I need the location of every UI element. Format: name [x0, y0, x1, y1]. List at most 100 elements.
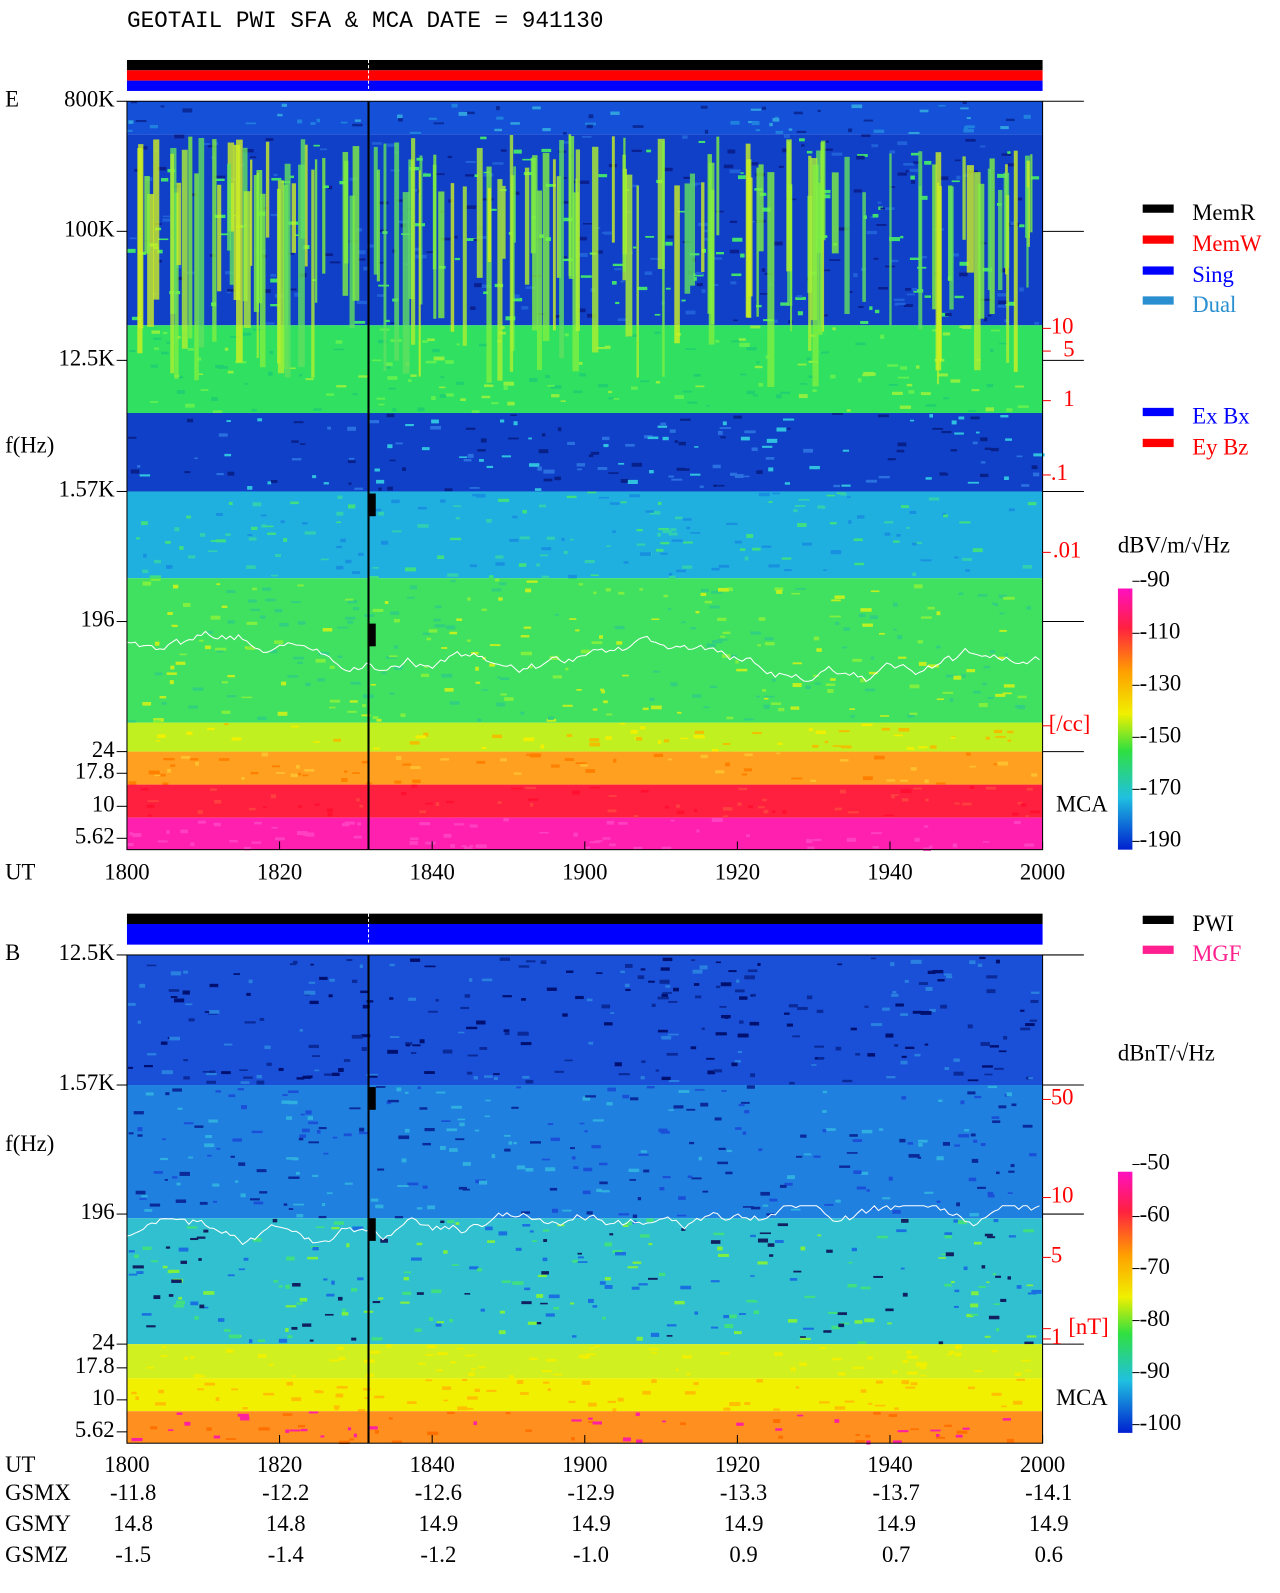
spectrogram-texture: [443, 1399, 448, 1402]
spectrogram-texture: [504, 1134, 511, 1137]
spectrogram-texture: [458, 1186, 467, 1190]
spectrogram-texture: [695, 995, 702, 999]
spectrogram-texture: [467, 597, 471, 601]
spectrogram-texture: [424, 1127, 435, 1132]
spectrogram-texture: [627, 479, 638, 484]
spectrogram-texture: [945, 313, 952, 317]
spectrogram-texture: [240, 1193, 246, 1198]
spectrogram-texture: [983, 317, 988, 322]
spectrogram-texture: [726, 716, 734, 720]
spectrogram-texture: [314, 803, 320, 806]
spectrogram-texture: [128, 1002, 136, 1006]
spectrogram-texture: [416, 1292, 424, 1295]
right-scale-label: .01: [1053, 538, 1081, 563]
spectrogram-texture: [723, 164, 734, 169]
spectrogram-texture: [659, 1187, 665, 1191]
spectrogram-texture: [874, 1404, 886, 1407]
spectrogram-texture: [981, 1265, 986, 1269]
spectrogram-texture: [857, 378, 862, 382]
spectrogram-texture: [907, 714, 915, 718]
spectrogram-texture: [758, 617, 766, 621]
spectrogram-texture: [129, 832, 133, 836]
spectrogram-texture: [618, 1213, 630, 1216]
spectrogram-texture: [610, 1012, 615, 1014]
spectrogram-texture: [718, 587, 729, 592]
spectrogram-texture: [461, 1378, 468, 1382]
spectrogram-texture: [995, 959, 1001, 964]
spectrogram-texture: [593, 250, 603, 254]
spectrogram-texture: [1001, 153, 1012, 156]
spectrogram-texture: [980, 1143, 986, 1147]
spectrogram-texture: [400, 1301, 410, 1304]
spectrogram-texture: [473, 1076, 478, 1080]
spectrogram-texture: [559, 140, 564, 359]
spectrogram-texture: [865, 479, 877, 483]
spectrogram-texture: [676, 467, 685, 471]
spectrogram-texture: [1016, 1378, 1025, 1381]
spectrogram-texture: [473, 1421, 477, 1426]
legend-label: Ey Bz: [1192, 434, 1248, 459]
spectrogram-texture: [835, 1199, 841, 1203]
spectrogram-texture: [661, 993, 668, 998]
spectrogram-texture: [932, 969, 944, 974]
spectrogram-texture: [385, 656, 397, 659]
spectrogram-texture: [665, 985, 671, 988]
spectrogram-texture: [722, 742, 731, 746]
spectrogram-texture: [289, 963, 297, 966]
spectrogram-texture: [359, 804, 364, 808]
spectrogram-texture: [1030, 154, 1033, 233]
spectrogram-texture: [197, 810, 203, 814]
spectrogram-texture: [296, 1214, 304, 1218]
y-tick-label: 12.5K: [58, 940, 115, 965]
spectrogram-texture: [739, 1020, 744, 1024]
spectrogram-texture: [259, 1191, 268, 1194]
spectrogram-texture: [817, 505, 824, 509]
spectrogram-texture: [176, 1412, 183, 1415]
spectrogram-texture: [216, 473, 224, 476]
spectrogram-texture: [711, 748, 719, 752]
spectrogram-texture: [319, 148, 328, 151]
spectrogram-texture: [605, 736, 612, 740]
spectrogram-texture: [737, 1033, 749, 1038]
spectrogram-texture: [661, 846, 672, 850]
spectrogram-texture: [162, 1265, 168, 1269]
spectrogram-texture: [636, 1439, 643, 1443]
spectrogram-texture: [551, 764, 560, 768]
spectrogram-texture: [128, 1066, 134, 1069]
spectrogram-texture: [779, 1184, 787, 1188]
spectrogram-texture: [943, 514, 948, 518]
spectrogram-texture: [500, 149, 507, 152]
spectrogram-texture: [249, 1198, 260, 1201]
spectrogram-texture: [147, 1053, 157, 1056]
spectrogram-texture: [1019, 287, 1024, 292]
spectrogram-texture: [523, 737, 535, 742]
spectrogram-texture: [575, 995, 584, 1000]
spectrogram-texture: [546, 718, 557, 722]
spectrogram-texture: [996, 1171, 1000, 1175]
spectrogram-texture: [882, 1007, 890, 1011]
spectrogram-texture: [747, 177, 753, 297]
spectrogram-texture: [466, 639, 471, 642]
spectrogram-texture: [481, 395, 491, 399]
spectrogram-texture: [215, 539, 226, 543]
spectrogram-texture: [130, 469, 140, 474]
spectrogram-texture: [1007, 739, 1012, 742]
spectrogram-texture: [983, 665, 991, 669]
spectrogram-texture: [401, 467, 406, 471]
spectrogram-texture: [842, 449, 850, 452]
spectrogram-texture: [372, 142, 382, 145]
spectrogram-texture: [338, 1067, 344, 1072]
spectrogram-texture: [177, 276, 184, 281]
spectrogram-texture: [668, 1080, 680, 1083]
spectrogram-texture: [860, 608, 872, 612]
spectrogram-texture: [157, 249, 163, 254]
spectrogram-texture: [162, 215, 171, 218]
spectrogram-texture: [296, 1077, 305, 1080]
spectrogram-texture: [210, 788, 217, 791]
spectrogram-texture: [978, 703, 988, 708]
orbit-value: -14.1: [1025, 1480, 1072, 1505]
spectrogram-texture: [727, 587, 733, 592]
spectrogram-texture: [128, 1250, 135, 1253]
spectrogram-texture: [438, 191, 445, 319]
spectrogram-texture: [500, 419, 505, 423]
